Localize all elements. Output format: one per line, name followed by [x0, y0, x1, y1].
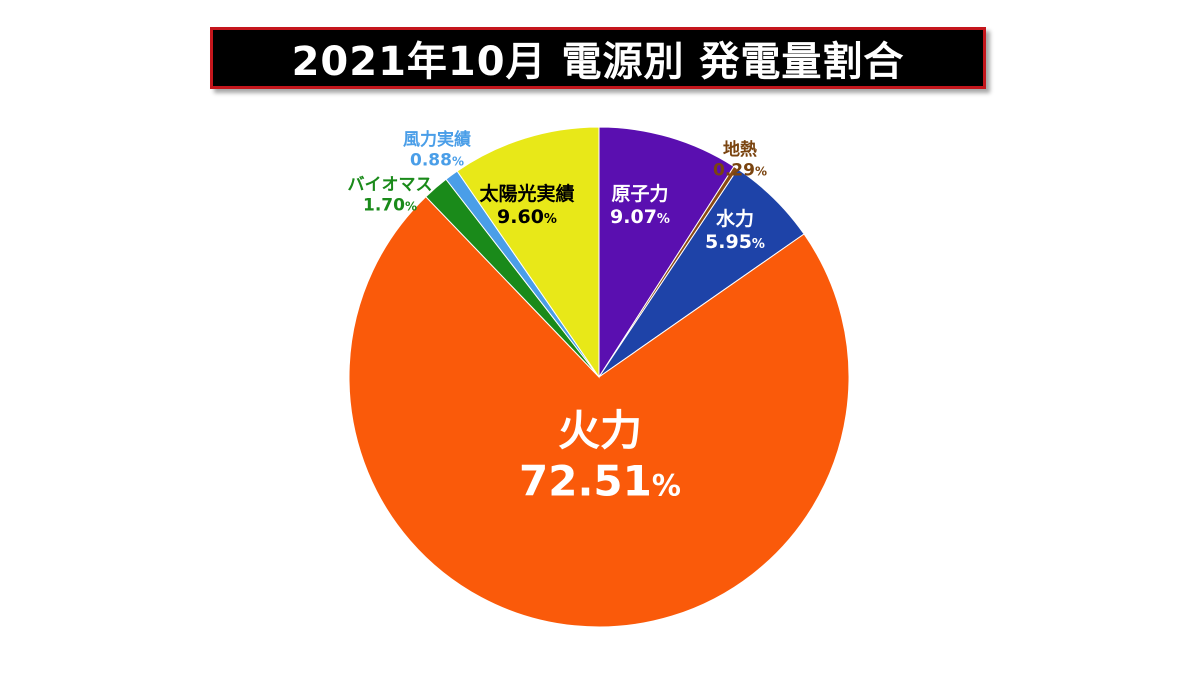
slice-value-label: 0.88%	[410, 150, 464, 170]
slice-label: 太陽光実績	[479, 182, 574, 205]
slice-value-label: 5.95%	[705, 231, 765, 253]
slice-label: 原子力	[611, 182, 668, 205]
pie-slice	[456, 126, 600, 379]
chart-title-box: 2021年10月 電源別 発電量割合	[210, 27, 986, 89]
slice-value-label: 72.51%	[519, 456, 681, 505]
slice-value-label: 9.07%	[610, 206, 670, 228]
slice-value-label: 1.70%	[363, 195, 417, 215]
slice-label: バイオマス	[348, 175, 433, 195]
slice-value-label: 9.60%	[497, 206, 557, 228]
pie-slice	[348, 195, 850, 628]
chart-title: 2021年10月 電源別 発電量割合	[291, 39, 905, 85]
slice-label: 風力実績	[403, 129, 471, 150]
slice-label: 地熱	[723, 139, 757, 160]
pie-slice	[598, 126, 735, 379]
slice-label: 火力	[558, 406, 642, 455]
slice-value-label: 0.29%	[713, 160, 767, 180]
slice-label: 水力	[716, 207, 754, 230]
